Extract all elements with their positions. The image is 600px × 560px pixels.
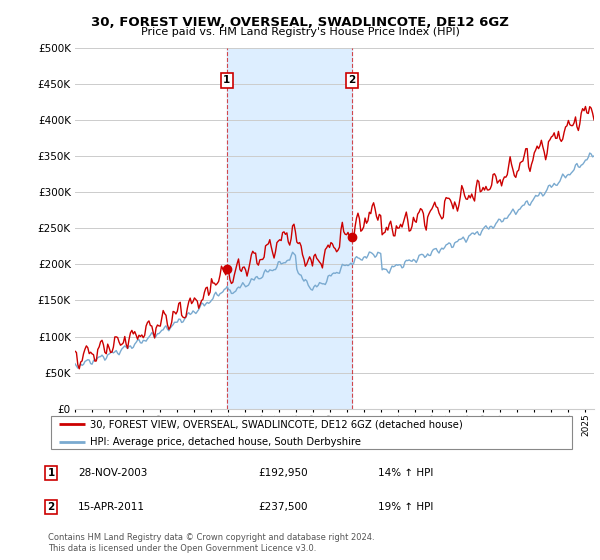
Bar [227,48,352,409]
FancyBboxPatch shape [50,416,572,449]
Text: HPI: Average price, detached house, South Derbyshire: HPI: Average price, detached house, Sout… [90,437,361,447]
Text: 30, FOREST VIEW, OVERSEAL, SWADLINCOTE, DE12 6GZ (detached house): 30, FOREST VIEW, OVERSEAL, SWADLINCOTE, … [90,419,463,429]
Text: Price paid vs. HM Land Registry's House Price Index (HPI): Price paid vs. HM Land Registry's House … [140,27,460,37]
Text: £237,500: £237,500 [258,502,308,512]
Text: 2: 2 [47,502,55,512]
Text: 1: 1 [223,75,230,85]
Text: 19% ↑ HPI: 19% ↑ HPI [378,502,433,512]
Text: 1: 1 [47,468,55,478]
Text: 2: 2 [349,75,356,85]
Text: 30, FOREST VIEW, OVERSEAL, SWADLINCOTE, DE12 6GZ: 30, FOREST VIEW, OVERSEAL, SWADLINCOTE, … [91,16,509,29]
Text: Contains HM Land Registry data © Crown copyright and database right 2024.
This d: Contains HM Land Registry data © Crown c… [48,533,374,553]
Text: 28-NOV-2003: 28-NOV-2003 [78,468,148,478]
Text: 14% ↑ HPI: 14% ↑ HPI [378,468,433,478]
Text: 15-APR-2011: 15-APR-2011 [78,502,145,512]
Text: £192,950: £192,950 [258,468,308,478]
